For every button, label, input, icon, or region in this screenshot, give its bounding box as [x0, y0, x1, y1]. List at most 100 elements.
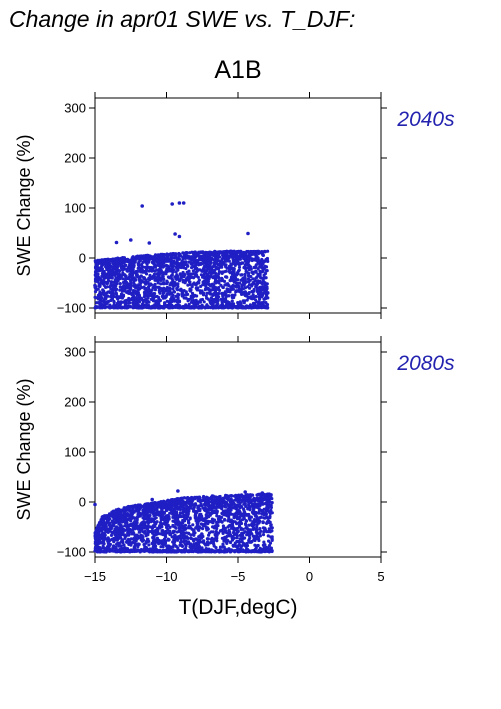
scatter-point	[216, 306, 220, 310]
scatter-point	[186, 298, 190, 302]
scatter-point	[161, 264, 165, 268]
scatter-point	[198, 268, 202, 272]
scatter-point	[171, 264, 175, 268]
scatter-point	[163, 301, 167, 305]
scatter-point	[163, 253, 168, 257]
scatter-point	[258, 546, 262, 551]
scatter-point	[142, 549, 146, 553]
scatter-point	[139, 254, 143, 258]
scatter-point	[191, 546, 195, 550]
scatter-point	[253, 253, 258, 257]
scatter-point	[243, 502, 247, 506]
scatter-point	[114, 287, 118, 291]
scatter-point	[222, 279, 227, 283]
scatter-point	[211, 285, 215, 290]
scatter-point	[141, 516, 145, 520]
scatter-point	[149, 501, 153, 505]
x-tick-label: 0	[306, 569, 313, 584]
scatter-point	[123, 289, 127, 293]
scatter-point	[136, 300, 140, 304]
scatter-point	[237, 265, 242, 269]
scatter-point	[259, 303, 263, 307]
scatter-point	[245, 249, 249, 254]
scatter-point	[109, 533, 114, 538]
scatter-point	[247, 534, 251, 538]
scatter-point	[182, 275, 186, 279]
scatter-point	[204, 286, 208, 290]
scatter-point	[238, 281, 242, 285]
x-axis-title: T(DJF,degC)	[178, 596, 297, 619]
scatter-point	[147, 289, 151, 293]
scatter-point	[124, 281, 128, 285]
scatter-point	[228, 533, 232, 537]
scatter-point	[256, 258, 261, 262]
scatter-point	[96, 536, 100, 540]
scatter-point	[95, 305, 99, 309]
scatter-point	[182, 266, 186, 270]
scatter-point	[251, 293, 255, 297]
scatter-point	[176, 268, 180, 272]
scatter-point	[112, 523, 116, 528]
scatter-point	[205, 528, 209, 532]
scatter-point	[136, 266, 140, 270]
scatter-point	[132, 284, 136, 288]
scatter-point	[127, 269, 131, 273]
scatter-point	[239, 504, 243, 509]
scatter-point	[156, 253, 160, 257]
scatter-point	[233, 250, 237, 254]
scatter-point	[190, 291, 195, 295]
scatter-point	[169, 261, 173, 265]
scatter-point	[165, 517, 169, 521]
scatter-point	[173, 513, 177, 518]
scatter-point	[199, 284, 203, 288]
scatter-point	[254, 518, 258, 522]
scatter-point	[108, 523, 112, 528]
scatter-point	[152, 265, 156, 269]
scatter-point	[249, 295, 253, 299]
scatter-point	[268, 516, 272, 520]
scatter-point	[224, 535, 228, 540]
scatter-point	[241, 291, 245, 295]
scatter-point	[166, 538, 171, 542]
scatter-point	[242, 281, 246, 285]
y-tick-label: 100	[64, 445, 86, 460]
scatter-point	[118, 282, 122, 286]
scatter-point	[247, 274, 251, 278]
scatter-point	[238, 255, 242, 260]
scatter-point	[260, 306, 264, 310]
scatter-point	[162, 271, 166, 275]
scatter-point	[149, 265, 153, 270]
scatter-point	[250, 250, 254, 254]
scatter-point	[119, 292, 124, 296]
scatter-point	[190, 275, 195, 279]
scatter-point	[148, 510, 152, 514]
scatter-point	[183, 256, 188, 260]
scatter-point	[185, 270, 189, 274]
scatter-point	[170, 298, 174, 302]
scatter-point	[200, 532, 204, 536]
scatter-point	[231, 525, 235, 529]
scatter-point	[103, 258, 107, 263]
scatter-point	[206, 267, 211, 271]
scatter-point	[152, 292, 156, 296]
scatter-point	[266, 291, 270, 295]
scatter-point	[133, 541, 137, 545]
scatter-point	[254, 546, 258, 550]
scatter-point	[105, 530, 109, 534]
scatter-point	[168, 286, 172, 290]
scatter-point	[244, 294, 249, 298]
scatter-point	[136, 542, 140, 546]
scatter-point	[229, 286, 234, 290]
scatter-point	[103, 515, 107, 519]
scatter-point	[235, 285, 239, 289]
scatter-point	[243, 305, 247, 310]
scatter-point	[168, 533, 172, 537]
scatter-point	[131, 257, 135, 261]
scatter-point	[232, 494, 237, 498]
scatter-point	[138, 258, 142, 262]
scatter-point	[216, 267, 221, 271]
scatter-point	[172, 268, 176, 272]
scatter-point	[197, 535, 201, 539]
scatter-point	[154, 305, 158, 309]
scatter-point	[111, 270, 115, 274]
